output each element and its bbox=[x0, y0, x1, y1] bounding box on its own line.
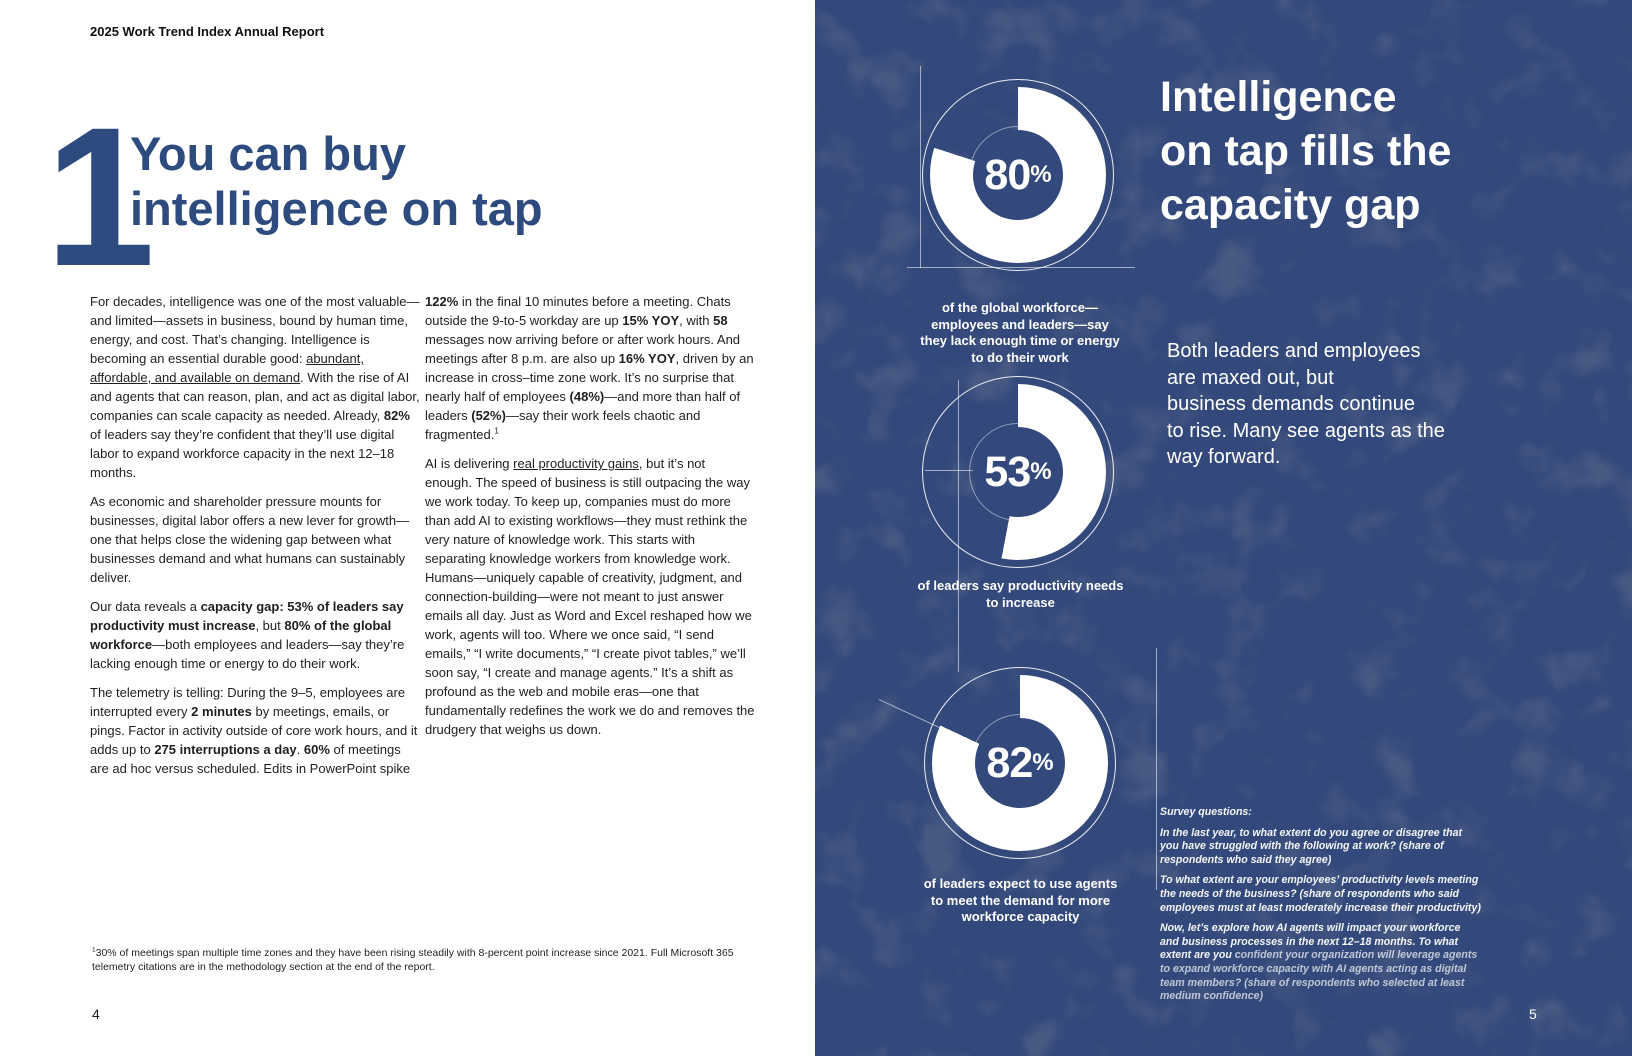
section-title-line-1: Intelligence bbox=[1160, 73, 1397, 121]
text-segment: 82% bbox=[383, 408, 410, 423]
survey-heading: Survey questions: bbox=[1160, 806, 1252, 818]
text-segment: AI is delivering bbox=[425, 456, 514, 471]
body-column-2: 122% in the final 10 minutes before a me… bbox=[425, 292, 755, 749]
donut-inner-ring bbox=[969, 126, 1067, 224]
text-segment: , with bbox=[679, 313, 714, 328]
report-header: 2025 Work Trend Index Annual Report bbox=[90, 24, 325, 39]
text-segment: , but it’s not enough. The speed of busi… bbox=[425, 456, 755, 737]
donut-inner-ring bbox=[971, 714, 1069, 812]
paragraph: Now, let’s explore how AI agents will im… bbox=[1160, 922, 1482, 1004]
donut-inner-ring bbox=[969, 423, 1067, 521]
guide-line bbox=[1156, 648, 1157, 890]
paragraph: In the last year, to what extent do you … bbox=[1160, 827, 1482, 868]
paragraph: AI is delivering real productivity gains… bbox=[425, 454, 755, 739]
text-segment: To what extent are your employees’ produ… bbox=[1160, 874, 1481, 914]
donut-outer-ring bbox=[922, 79, 1114, 271]
text-segment: capacity gap: 53% of leaders say product… bbox=[90, 599, 404, 633]
text-segment: 1 bbox=[92, 946, 96, 954]
survey-questions: Survey questions: In the last year, to w… bbox=[1160, 806, 1482, 1011]
text-segment: 58 bbox=[713, 313, 728, 328]
text-segment: Our data reveals a bbox=[90, 599, 201, 614]
paragraph: For decades, intelligence was one of the… bbox=[90, 292, 420, 482]
donut-value: 53 bbox=[984, 447, 1031, 496]
right-page: 80% of the global workforce—employees an… bbox=[815, 0, 1632, 1056]
section-title-line-3: capacity gap bbox=[1160, 181, 1421, 229]
text-segment: 80% of the global workforce bbox=[90, 618, 392, 652]
text-segment: 15% YOY bbox=[622, 313, 680, 328]
chapter-number: 1 bbox=[45, 86, 156, 307]
donut-caption-productivity: of leaders say productivity needs to inc… bbox=[917, 578, 1124, 610]
footnote: 130% of meetings span multiple time zone… bbox=[92, 947, 737, 974]
intro-line: to rise. Many see agents as the bbox=[1167, 419, 1445, 442]
text-segment: —say their work feels chaotic and fragme… bbox=[425, 408, 701, 442]
paragraph: To what extent are your employees’ produ… bbox=[1160, 874, 1482, 915]
text-segment: 2 minutes bbox=[191, 704, 252, 719]
text-segment: confident your organization will leverag… bbox=[1160, 949, 1478, 1003]
intro-line: Both leaders and employees bbox=[1167, 340, 1421, 362]
text-segment: 122% bbox=[425, 294, 459, 309]
intro-line: way forward. bbox=[1167, 446, 1281, 468]
paragraph: 122% in the final 10 minutes before a me… bbox=[425, 292, 755, 444]
donut-unit: % bbox=[1030, 161, 1052, 188]
text-segment: , driven by an increase in cross–time zo… bbox=[425, 351, 754, 404]
chapter-title-line-1: You can buy bbox=[130, 127, 406, 180]
donut-caption-workforce: of the global workforce—employees and le… bbox=[920, 300, 1120, 365]
text-segment: 30% of meetings span multiple time zones… bbox=[92, 947, 734, 973]
text-segment: in the final 10 minutes before a meeting… bbox=[425, 294, 731, 328]
paragraph: Our data reveals a capacity gap: 53% of … bbox=[90, 597, 420, 673]
donut-chart-productivity: 53% bbox=[922, 376, 1114, 568]
donut-outer-ring bbox=[922, 376, 1114, 568]
intro-line: business demands continue bbox=[1167, 393, 1415, 415]
link[interactable]: abundant, affordable, and available on d… bbox=[90, 351, 364, 385]
intro-line: are maxed out, but bbox=[1167, 366, 1334, 389]
text-segment: For decades, intelligence was one of the… bbox=[90, 294, 420, 366]
text-segment: Now, let’s explore how AI agents will im… bbox=[1160, 922, 1461, 962]
text-segment: As economic and shareholder pressure mou… bbox=[90, 494, 410, 585]
text-segment: of meetings are ad hoc versus scheduled.… bbox=[90, 742, 411, 776]
donut-unit: % bbox=[1030, 458, 1052, 485]
text-segment: (52%) bbox=[471, 408, 506, 423]
section-title-line-2: on tap fills the bbox=[1160, 127, 1452, 175]
text-segment: . With the rise of AI and agents that ca… bbox=[90, 370, 420, 423]
donut-unit: % bbox=[1032, 749, 1054, 776]
survey-question-list: In the last year, to what extent do you … bbox=[1160, 827, 1482, 1004]
text-segment: 16% YOY bbox=[618, 351, 676, 366]
chapter-title-line-2: intelligence on tap bbox=[130, 182, 543, 235]
text-segment: 60% bbox=[303, 742, 330, 757]
text-segment: The telemetry is telling: During the 9–5… bbox=[90, 685, 406, 719]
text-segment: 1 bbox=[494, 426, 499, 436]
page-number-right: 5 bbox=[1529, 1006, 1537, 1022]
guide-line bbox=[920, 66, 921, 268]
paragraph: The telemetry is telling: During the 9–5… bbox=[90, 683, 420, 778]
donut-value: 82 bbox=[986, 738, 1033, 787]
section-title: Intelligence on tap fills the capacity g… bbox=[1160, 70, 1490, 232]
donut-chart-agents: 82% bbox=[924, 667, 1116, 859]
text-segment: messages now arriving before or after wo… bbox=[425, 332, 741, 366]
donut-center: 82% bbox=[975, 718, 1065, 808]
link[interactable]: real productivity gains bbox=[513, 456, 639, 471]
text-segment: In the last year, to what extent do you … bbox=[1160, 826, 1462, 866]
text-segment: of leaders say they’re confident that th… bbox=[90, 427, 395, 480]
donut-chart-workforce: 80% bbox=[922, 79, 1114, 271]
chapter-title: You can buy intelligence on tap bbox=[130, 126, 543, 236]
text-segment: (48%) bbox=[569, 389, 605, 404]
donut-caption-agents: of leaders expect to use agents to meet … bbox=[923, 876, 1118, 924]
donut-center: 80% bbox=[973, 130, 1063, 220]
donut-outer-ring bbox=[924, 667, 1116, 859]
text-segment: by meetings, emails, or pings. Factor in… bbox=[90, 704, 418, 757]
donut-value: 80 bbox=[984, 150, 1031, 199]
text-segment: 275 interruptions a day bbox=[154, 742, 297, 757]
paragraph: As economic and shareholder pressure mou… bbox=[90, 492, 420, 587]
text-segment: —both employees and leaders—say they’re … bbox=[90, 637, 405, 671]
text-segment: . bbox=[296, 742, 304, 757]
donut-center: 53% bbox=[973, 427, 1063, 517]
text-segment: , but bbox=[255, 618, 285, 633]
section-intro: Both leaders and employees are maxed out… bbox=[1167, 338, 1477, 471]
page-number-left: 4 bbox=[92, 1006, 100, 1022]
text-segment: —and more than half of leaders bbox=[425, 389, 741, 423]
body-column-1: For decades, intelligence was one of the… bbox=[90, 292, 420, 788]
